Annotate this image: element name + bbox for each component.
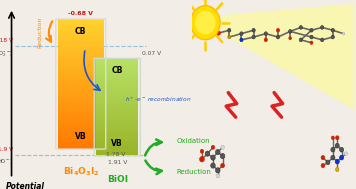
Text: VB: VB (75, 132, 87, 141)
Circle shape (331, 147, 335, 152)
Circle shape (196, 12, 215, 34)
Circle shape (264, 32, 267, 36)
Circle shape (221, 163, 225, 168)
Circle shape (331, 35, 334, 39)
Circle shape (228, 35, 231, 39)
Text: CB: CB (75, 27, 87, 36)
Circle shape (216, 174, 220, 178)
Circle shape (326, 160, 330, 165)
Circle shape (335, 167, 339, 172)
Circle shape (227, 28, 231, 32)
Circle shape (299, 26, 303, 29)
Circle shape (340, 155, 344, 160)
Circle shape (299, 38, 303, 42)
Circle shape (190, 6, 220, 40)
Circle shape (220, 153, 225, 159)
Text: -0.68 V: -0.68 V (68, 11, 93, 16)
Circle shape (205, 151, 210, 156)
Circle shape (344, 152, 347, 155)
Text: $\mathbf{Bi_4O_3I_2}$: $\mathbf{Bi_4O_3I_2}$ (63, 166, 99, 178)
Circle shape (310, 35, 313, 39)
Text: Reduction: Reduction (38, 17, 43, 48)
Circle shape (321, 156, 325, 160)
Circle shape (321, 163, 325, 168)
Circle shape (276, 28, 279, 32)
Circle shape (320, 38, 324, 42)
Circle shape (335, 143, 339, 148)
Circle shape (240, 38, 243, 42)
Text: Oxidation: Oxidation (177, 138, 210, 144)
Circle shape (310, 28, 313, 32)
Circle shape (335, 159, 339, 164)
Circle shape (331, 136, 334, 139)
Circle shape (200, 156, 204, 162)
Circle shape (215, 149, 220, 155)
Circle shape (276, 35, 279, 39)
Circle shape (342, 32, 345, 35)
Text: Potential: Potential (6, 182, 45, 189)
Circle shape (320, 26, 324, 29)
Circle shape (252, 35, 255, 39)
Circle shape (217, 31, 220, 35)
Text: CB: CB (111, 66, 123, 75)
Text: 1.9 V: 1.9 V (0, 147, 14, 152)
Text: 1.91 V: 1.91 V (108, 160, 127, 165)
Circle shape (340, 147, 344, 152)
Text: Reduction: Reduction (177, 169, 212, 175)
Circle shape (200, 149, 204, 153)
Text: E(HO$^\bullet$/HO$^-$): E(HO$^\bullet$/HO$^-$) (0, 158, 14, 167)
Circle shape (211, 163, 215, 168)
Circle shape (221, 145, 224, 149)
Circle shape (240, 32, 243, 36)
Circle shape (264, 38, 267, 42)
Text: BiOI: BiOI (107, 174, 128, 184)
Circle shape (335, 136, 339, 140)
Text: E(O$_2$/O$_2^{\bullet-}$): E(O$_2$/O$_2^{\bullet-}$) (0, 49, 14, 59)
Circle shape (289, 29, 292, 33)
Text: 1.78 V: 1.78 V (106, 152, 125, 157)
Polygon shape (222, 4, 354, 110)
Circle shape (331, 28, 334, 32)
Text: 0.07 V: 0.07 V (142, 51, 162, 56)
Circle shape (252, 28, 255, 32)
Circle shape (331, 155, 335, 160)
Circle shape (211, 155, 215, 160)
Circle shape (215, 168, 220, 173)
Text: VB: VB (111, 139, 123, 148)
Circle shape (289, 37, 292, 40)
Text: $h^+$-$e^-$ recombination: $h^+$-$e^-$ recombination (125, 95, 192, 104)
Circle shape (211, 145, 215, 149)
Text: -0.18 V: -0.18 V (0, 38, 14, 43)
Circle shape (310, 41, 313, 44)
